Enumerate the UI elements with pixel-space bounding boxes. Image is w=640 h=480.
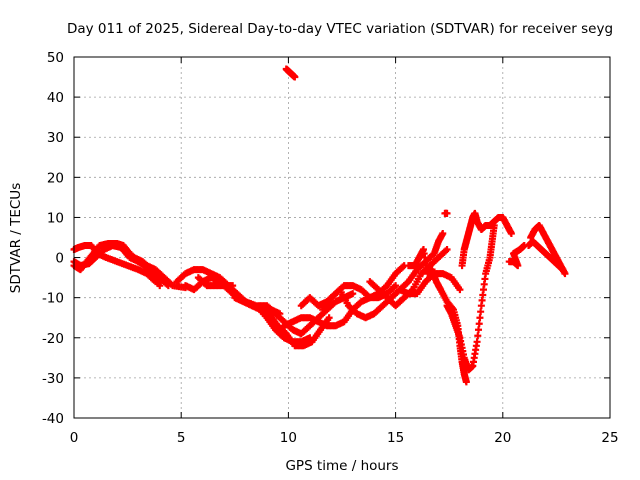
data-point: [507, 229, 515, 237]
data-point: [325, 314, 333, 322]
data-point: [476, 314, 484, 322]
series-arc-t: [505, 242, 528, 270]
x-tick-label: 20: [494, 430, 511, 446]
data-point: [156, 282, 164, 290]
data-point: [229, 282, 237, 290]
series-arc-v: [525, 238, 567, 274]
chart-title: Day 011 of 2025, Sidereal Day-to-day VTE…: [67, 21, 613, 37]
data-point: [349, 290, 357, 298]
x-tick-label: 15: [387, 430, 404, 446]
data-point: [439, 229, 447, 237]
data-point: [475, 320, 483, 328]
series-arc-r: [282, 65, 299, 81]
data-point: [291, 73, 299, 81]
y-tick-label: 20: [47, 170, 64, 186]
series-arc-s: [441, 209, 451, 217]
x-tick-label: 5: [177, 430, 186, 446]
series-arc-o: [404, 246, 470, 386]
y-tick-label: 30: [47, 130, 64, 146]
data-point: [443, 246, 451, 254]
y-tick-label: -20: [42, 331, 64, 347]
data-point: [392, 282, 400, 290]
data-point: [474, 332, 482, 340]
x-tick-label: 10: [280, 430, 297, 446]
data-point: [559, 266, 567, 274]
grid: [74, 57, 610, 418]
series-arc-d: [113, 242, 172, 290]
data-points: [70, 65, 569, 386]
y-tick-label: 10: [47, 210, 64, 226]
x-axis-label: GPS time / hours: [285, 458, 398, 474]
axis-ticks: 0 5 10 15 20 25 -40 -30 -20 -10 0 10 20 30 40 50: [42, 50, 619, 446]
plot-frame: [73, 56, 611, 419]
y-tick-label: -40: [42, 411, 64, 427]
x-tick-label: 0: [70, 430, 79, 446]
data-point: [462, 378, 470, 386]
y-tick-label: 0: [55, 251, 64, 267]
x-tick-label: 25: [601, 430, 618, 446]
series-arc-m: [366, 246, 451, 310]
y-axis-label: SDTVAR / TECUs: [8, 183, 24, 293]
series-arc-p: [443, 221, 498, 374]
data-point: [473, 338, 481, 346]
data-point: [443, 209, 451, 217]
series-arc-g: [194, 274, 237, 290]
data-point: [561, 270, 569, 278]
data-point: [164, 282, 172, 290]
data-point: [477, 308, 485, 316]
data-point: [456, 286, 464, 294]
y-tick-label: 40: [47, 90, 64, 106]
data-point: [475, 326, 483, 334]
y-tick-label: -10: [42, 291, 64, 307]
y-tick-label: 50: [47, 50, 64, 66]
y-tick-label: -30: [42, 371, 64, 387]
series-arc-q: [458, 209, 515, 270]
